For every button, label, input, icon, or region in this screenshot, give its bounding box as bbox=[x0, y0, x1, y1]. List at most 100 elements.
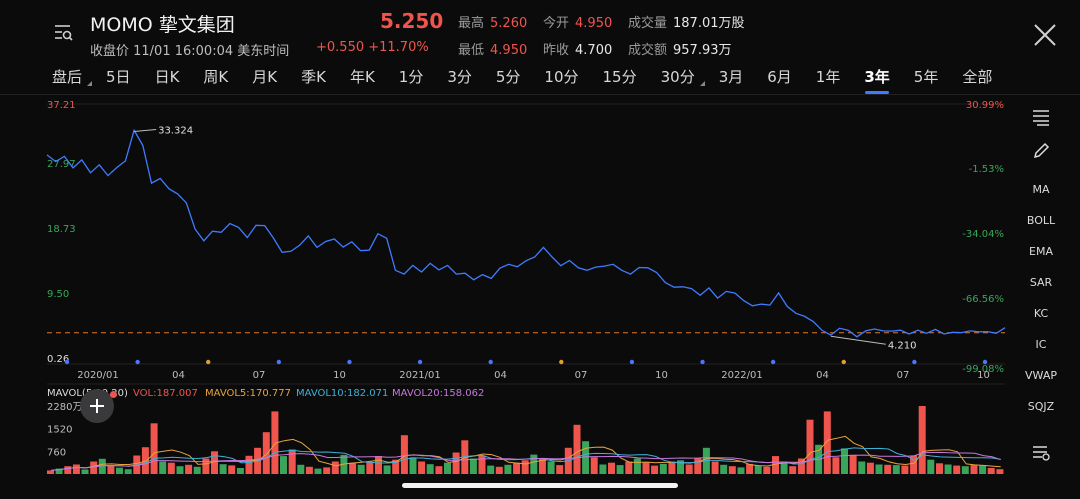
volume-bar bbox=[823, 411, 831, 474]
volume-bar bbox=[884, 464, 892, 474]
volume-bar bbox=[271, 411, 279, 474]
volume-bar bbox=[651, 465, 659, 474]
volume-bar bbox=[841, 448, 848, 474]
volume-bar bbox=[150, 423, 158, 474]
x-axis-label: 07 bbox=[897, 370, 910, 381]
tab-4[interactable]: 月K bbox=[252, 68, 278, 86]
tab-11[interactable]: 15分 bbox=[602, 68, 637, 86]
indicator-vwap[interactable]: VWAP bbox=[1025, 369, 1057, 382]
tab-18[interactable]: 全部 bbox=[962, 68, 993, 86]
price-chart[interactable]: 37.21 27.97 18.73 9.50 0.26 30.99% -1.53% -34.0… bbox=[0, 96, 1012, 476]
volume-bar bbox=[219, 464, 227, 474]
tab-8[interactable]: 3分 bbox=[447, 68, 472, 86]
volume-bar bbox=[720, 464, 728, 474]
volume-bar bbox=[608, 462, 615, 474]
pencil-icon[interactable] bbox=[1013, 134, 1069, 168]
x-axis-label: 2022/01 bbox=[721, 370, 763, 381]
event-marker bbox=[841, 359, 846, 365]
volume-bar bbox=[936, 463, 943, 474]
volume-bar bbox=[780, 461, 788, 474]
volume-bar bbox=[323, 467, 331, 474]
y-axis-label-right: -99.08% bbox=[962, 364, 1004, 375]
volume-bar bbox=[435, 466, 443, 474]
y-axis-label-right: -1.53% bbox=[969, 164, 1004, 175]
volume-bar bbox=[478, 455, 486, 474]
indicator-sidebar: MA BOLL EMA SAR KC IC VWAP SQJZ bbox=[1013, 100, 1069, 470]
period-tabs: 盘后 5日 日K 周K 月K 季K 年K 1分 3分 5分 10分 15分 30分 3月 6月 1年 3年 5年 全… bbox=[40, 62, 1070, 94]
tab-5[interactable]: 季K bbox=[301, 68, 326, 86]
tab-0[interactable]: 盘后 bbox=[40, 62, 94, 92]
volume-bar bbox=[262, 432, 270, 474]
settings-list-icon[interactable] bbox=[1013, 436, 1069, 470]
x-axis-label: 10 bbox=[977, 370, 990, 381]
volume-bar bbox=[245, 455, 253, 474]
y-axis-label-left: 9.50 bbox=[47, 289, 69, 300]
tab-1[interactable]: 5日 bbox=[106, 68, 131, 86]
volume-bar bbox=[452, 452, 460, 474]
volume-bar bbox=[806, 419, 814, 474]
stat-turnover: 成交额 957.93万 bbox=[628, 43, 732, 58]
volume-bar bbox=[426, 464, 434, 474]
max-label: 33.324 bbox=[158, 126, 193, 137]
volume-bar bbox=[944, 464, 952, 474]
tab-2[interactable]: 日K bbox=[154, 68, 180, 86]
indicator-kc[interactable]: KC bbox=[1033, 307, 1049, 320]
volume-bar bbox=[124, 469, 132, 474]
tab-9[interactable]: 5分 bbox=[495, 68, 521, 86]
volume-bar bbox=[280, 456, 287, 474]
volume-bar bbox=[331, 461, 339, 474]
tab-15[interactable]: 1年 bbox=[815, 68, 841, 86]
volume-bar bbox=[81, 469, 89, 474]
indicator-ic[interactable]: IC bbox=[1035, 338, 1047, 351]
event-marker bbox=[982, 359, 988, 365]
tab-3[interactable]: 周K bbox=[203, 68, 229, 86]
volume-bar bbox=[375, 456, 382, 474]
indicator-list-icon[interactable] bbox=[1013, 100, 1069, 134]
y-axis-label-right: -66.56% bbox=[962, 294, 1004, 305]
y-axis-label-left: 0.26 bbox=[47, 354, 69, 365]
volume-bar bbox=[314, 468, 322, 474]
volume-bar bbox=[866, 462, 874, 474]
volume-bar bbox=[625, 461, 633, 474]
volume-bar bbox=[288, 449, 296, 474]
home-indicator bbox=[402, 483, 678, 488]
add-indicator-button[interactable] bbox=[80, 389, 114, 423]
event-marker bbox=[64, 359, 70, 365]
tab-17[interactable]: 5年 bbox=[913, 68, 939, 86]
indicator-sar[interactable]: SAR bbox=[1029, 276, 1053, 289]
indicator-sqjz[interactable]: SQJZ bbox=[1027, 400, 1055, 413]
tab-13[interactable]: 3月 bbox=[718, 68, 744, 86]
mavol20-line bbox=[51, 451, 1001, 471]
x-axis-label: 2020/01 bbox=[77, 370, 119, 381]
x-axis-label: 07 bbox=[575, 370, 588, 381]
volume-bar bbox=[970, 465, 978, 474]
volume-bar bbox=[953, 465, 961, 474]
close-icon[interactable] bbox=[1032, 22, 1058, 48]
notification-dot bbox=[110, 391, 117, 398]
tab-6[interactable]: 年K bbox=[349, 68, 375, 86]
tab-14[interactable]: 6月 bbox=[767, 68, 792, 86]
volume-bar bbox=[875, 464, 883, 474]
list-search-icon[interactable] bbox=[52, 22, 74, 44]
volume-bar bbox=[927, 459, 935, 474]
volume-bar bbox=[72, 464, 80, 474]
volume-bar bbox=[961, 466, 969, 474]
volume-bar bbox=[418, 461, 426, 474]
tab-7[interactable]: 1分 bbox=[398, 68, 424, 86]
volume-bar bbox=[159, 461, 167, 474]
tab-10[interactable]: 10分 bbox=[544, 68, 579, 86]
volume-bar bbox=[297, 464, 305, 474]
x-axis-label: 04 bbox=[494, 370, 507, 381]
volume-bar bbox=[357, 464, 365, 474]
volume-bar bbox=[98, 458, 106, 474]
volume-bar bbox=[55, 468, 63, 474]
volume-bar bbox=[668, 461, 676, 474]
volume-bar bbox=[892, 465, 900, 474]
tab-16[interactable]: 3年 bbox=[852, 62, 901, 94]
indicator-ema[interactable]: EMA bbox=[1029, 245, 1053, 258]
indicator-boll[interactable]: BOLL bbox=[1026, 214, 1056, 227]
indicator-ma[interactable]: MA bbox=[1032, 183, 1050, 196]
plus-icon bbox=[90, 399, 104, 413]
stat-high: 最高 5.260 bbox=[458, 16, 528, 31]
tab-12[interactable]: 30分 bbox=[649, 62, 707, 92]
